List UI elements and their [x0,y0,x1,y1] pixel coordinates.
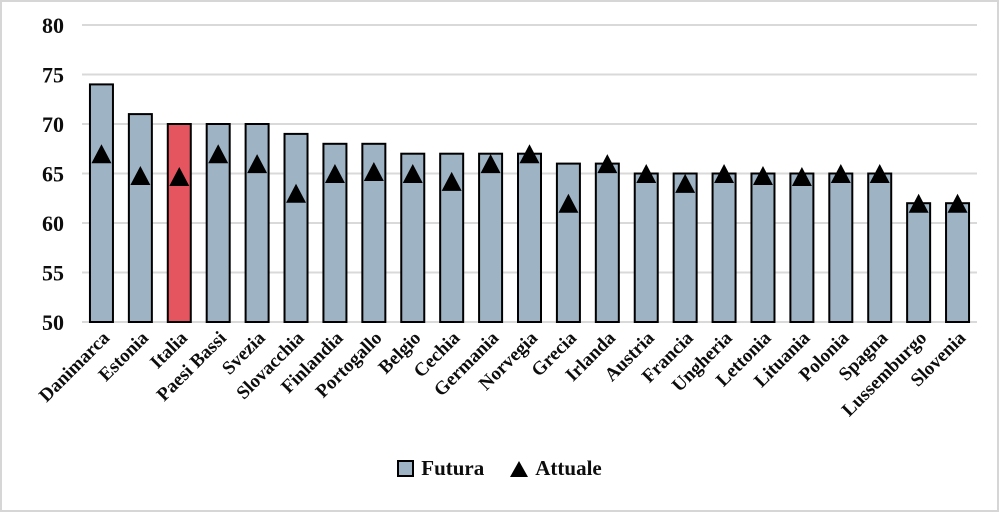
bar-lussemburgo [906,202,932,323]
marker-norvegia [519,144,540,164]
bar-cechia [439,152,465,323]
marker-italia [169,166,190,186]
bar-svezia [244,123,270,323]
marker-svezia [247,154,268,174]
bar-estonia [127,113,153,323]
bar-grecia [555,162,581,323]
bar-spagna [867,172,893,323]
marker-slovacchia [286,183,307,203]
bar-lettonia [750,172,776,323]
bar-ungheria [711,172,737,323]
y-tick-label-60: 60 [42,211,64,236]
y-tick-label-65: 65 [42,162,64,187]
marker-slovenia [947,193,968,213]
marker-paesi-bassi [208,144,229,164]
attuale-triangle-icon [510,460,529,477]
bar-danimarca [88,83,114,324]
bar-finlandia [322,142,348,323]
marker-grecia [558,193,579,213]
attuale-markers [91,144,968,213]
bar-francia [672,172,698,323]
marker-belgio [402,164,423,183]
bar-paesi-bassi [205,123,231,323]
bar-belgio [400,152,426,323]
bar-norvegia [517,152,542,323]
marker-polonia [830,164,851,183]
legend-label-attuale: Attuale [535,456,602,480]
marker-lettonia [752,165,773,185]
bar-slovenia [945,202,971,323]
marker-finlandia [324,164,345,183]
marker-francia [675,173,696,193]
marker-cechia [441,171,462,191]
y-tick-label-80: 80 [42,13,64,38]
y-axis-labels: 50 55 60 65 70 75 80 [42,13,64,335]
y-tick-label-75: 75 [42,63,64,88]
legend-item-futura: Futura [397,456,484,481]
marker-lituania [791,166,812,186]
bar-irlanda [594,162,620,323]
legend-label-futura: Futura [421,456,485,480]
bar-polonia [828,172,854,323]
bar-lituania [789,172,815,323]
marker-lussemburgo [908,193,929,213]
bar-portogallo [361,142,387,323]
bar-germania [478,152,504,323]
legend-item-attuale: Attuale [510,456,602,481]
y-tick-label-70: 70 [42,112,64,137]
marker-austria [636,164,657,183]
marker-portogallo [363,162,384,182]
y-tick-label-50: 50 [42,310,64,335]
marker-estonia [130,165,151,185]
bar-austria [633,172,659,323]
marker-danimarca [91,144,112,164]
bar-italia [166,123,192,323]
y-tick-label-55: 55 [42,261,64,286]
marker-irlanda [597,154,618,174]
futura-bars [88,83,971,324]
bar-slovacchia [283,132,309,323]
futura-square-icon [397,460,415,477]
marker-ungheria [714,164,735,183]
marker-germania [480,154,501,174]
marker-spagna [869,164,890,183]
chart-legend: Futura Attuale [2,456,997,481]
